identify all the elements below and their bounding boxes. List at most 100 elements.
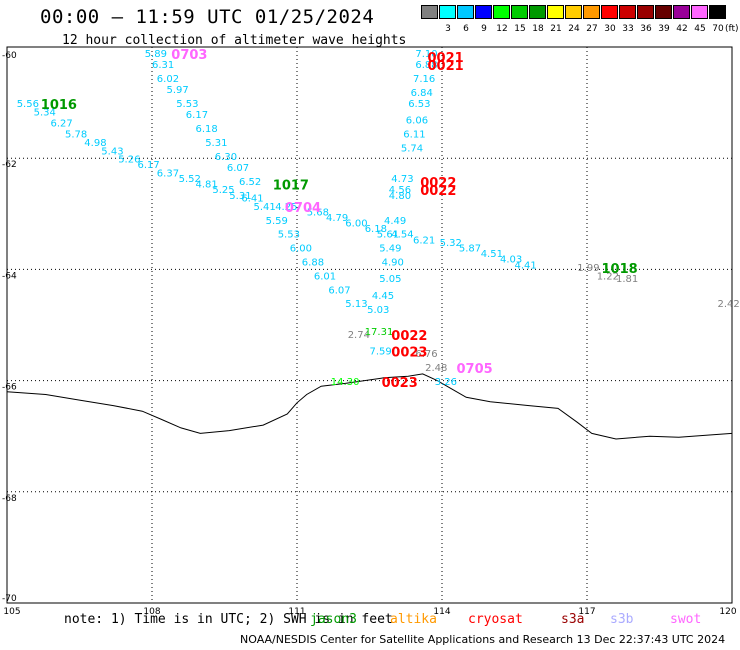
map-subtitle: 12 hour collection of altimeter wave hei… — [62, 33, 407, 48]
legend-swatch — [565, 5, 582, 19]
longitude-tick-label: 108 — [143, 607, 160, 617]
track-time-label: 0023 — [382, 376, 418, 391]
legend-swatch — [511, 5, 528, 19]
satellite-s3b: s3b — [610, 612, 634, 627]
legend-swatch — [637, 5, 654, 19]
legend-swatch — [709, 5, 726, 19]
wave-height-value: 6.52 — [239, 177, 261, 188]
wave-height-value: 6.00 — [290, 244, 312, 255]
track-time-label: 0021 — [428, 51, 464, 66]
track-time-label: 0022 — [391, 329, 427, 344]
wave-height-value: 5.26 — [118, 155, 140, 166]
legend-label: 42 — [676, 24, 688, 34]
wave-height-value: 6.18 — [196, 124, 218, 135]
longitude-tick-label: 114 — [433, 607, 450, 617]
wave-height-value: 6.17 — [138, 160, 160, 171]
legend-label: 3 — [445, 24, 451, 34]
legend-unit: (ft) — [725, 24, 739, 34]
longitude-tick-label: 111 — [288, 607, 305, 617]
legend-label: 6 — [463, 24, 469, 34]
wave-height-value: 7.59 — [370, 347, 392, 358]
legend-swatch — [475, 5, 492, 19]
legend-label: 21 — [550, 24, 562, 34]
wave-height-value: 5.68 — [307, 208, 329, 219]
wave-height-value: 6.17 — [186, 110, 208, 121]
track-time-label: 0704 — [285, 201, 321, 216]
wave-height-value: 6.00 — [345, 219, 367, 230]
legend-swatch — [691, 5, 708, 19]
map-grid — [7, 47, 732, 603]
wave-height-value: 5.97 — [167, 85, 189, 96]
wave-height-value: 4.41 — [515, 260, 537, 271]
wave-height-value: 4.03 — [500, 255, 522, 266]
wave-height-value: 5.31 — [205, 138, 227, 149]
legend-label: 27 — [586, 24, 598, 34]
latitude-tick-label: -60 — [2, 51, 17, 61]
wave-height-value: 5.89 — [145, 49, 167, 60]
map-frame — [6, 46, 733, 604]
wave-height-value: 6.31 — [152, 60, 174, 71]
wave-height-value: 1.22 — [597, 271, 619, 282]
track-time-label: 0705 — [457, 362, 493, 377]
satellite-altika: altika — [390, 612, 437, 627]
wave-height-value: 3.26 — [435, 377, 457, 388]
wave-height-value: 4.49 — [384, 216, 406, 227]
wave-height-value: 1.81 — [616, 274, 638, 285]
legend-label: 15 — [514, 24, 526, 34]
wave-height-value: 5.74 — [401, 144, 423, 155]
wave-height-value: 2.48 — [425, 363, 447, 374]
track-time-label: 0022 — [420, 176, 456, 191]
antarctic-coastline — [6, 373, 733, 440]
wave-height-value: 5.87 — [459, 244, 481, 255]
wave-height-value: 6.18 — [365, 224, 387, 235]
track-time-label: 1018 — [602, 262, 638, 277]
wave-height-value: 5.49 — [379, 244, 401, 255]
wave-height-value: 5.05 — [379, 274, 401, 285]
wave-height-value: 4.73 — [391, 174, 413, 185]
wave-height-value: 5.59 — [266, 216, 288, 227]
track-time-label: 0023 — [391, 346, 427, 361]
latitude-tick-label: -66 — [2, 383, 17, 393]
legend-label: 39 — [658, 24, 670, 34]
legend-swatch — [601, 5, 618, 19]
wave-height-value: 5.52 — [179, 174, 201, 185]
wave-height-value: 6.21 — [413, 235, 435, 246]
legend-swatch — [439, 5, 456, 19]
track-time-labels: 0703101610170704002100210022002210180022… — [41, 48, 638, 391]
wave-height-value: 4.45 — [372, 291, 394, 302]
wave-height-value: 4.90 — [382, 258, 404, 269]
wave-height-value: 4.81 — [196, 180, 218, 191]
legend-swatch — [457, 5, 474, 19]
wave-height-value: 5.43 — [101, 146, 123, 157]
wave-height-value: 6.01 — [314, 271, 336, 282]
legend-swatch — [583, 5, 600, 19]
wave-height-value: 6.27 — [51, 119, 73, 130]
satellite-swot: swot — [670, 612, 702, 627]
wave-height-value: 6.41 — [241, 194, 263, 205]
wave-height-value: 6.88 — [302, 258, 324, 269]
satellite-cryosat: cryosat — [468, 612, 523, 627]
legend-swatch — [673, 5, 690, 19]
legend-label: 70 — [712, 24, 724, 34]
wave-height-value: 5.61 — [377, 230, 399, 241]
wave-height-value: 4.54 — [391, 230, 413, 241]
wave-height-value: 5.32 — [440, 238, 462, 249]
wave-height-value: 5.53 — [278, 230, 300, 241]
wave-height-value: 6.07 — [328, 285, 350, 296]
wave-height-value: 5.34 — [34, 107, 56, 118]
footnote: note: 1) Time is in UTC; 2) SWH is in fe… — [64, 612, 393, 627]
observation-labels: 5.896.316.025.975.536.176.185.316.306.07… — [17, 49, 740, 388]
wave-height-value: 6.53 — [408, 99, 430, 110]
map-tick-labels: 105 108 111 114 117 120 -60 -62 -64 -66 -68 -70 — [2, 51, 737, 617]
wave-height-value: 5.31 — [229, 191, 251, 202]
wave-height-value: 6.37 — [157, 169, 179, 180]
legend-label: 30 — [604, 24, 616, 34]
legend-label: 36 — [640, 24, 652, 34]
legend-label: 18 — [532, 24, 544, 34]
wave-height-value: 5.56 — [17, 99, 39, 110]
latitude-tick-label: -70 — [2, 594, 17, 604]
wave-height-value: 6.88 — [415, 60, 437, 71]
wave-height-value: 5.13 — [345, 299, 367, 310]
latitude-tick-label: -64 — [2, 271, 17, 281]
